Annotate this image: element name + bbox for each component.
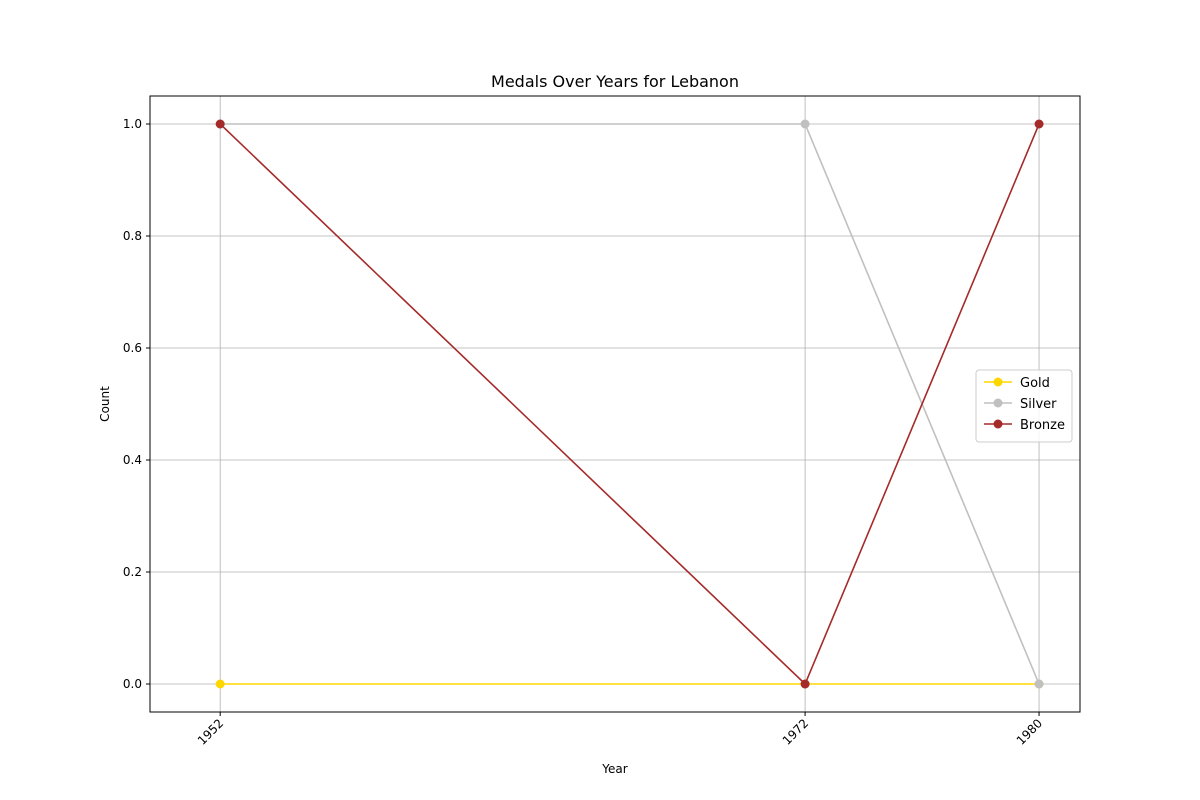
legend-label-bronze: Bronze — [1020, 418, 1065, 433]
chart-title: Medals Over Years for Lebanon — [491, 72, 739, 91]
data-point-bronze — [1034, 119, 1044, 129]
series-layer — [215, 119, 1044, 689]
data-point-bronze — [800, 679, 810, 689]
y-axis-title: Count — [98, 386, 112, 422]
data-point-silver — [800, 119, 810, 129]
legend-label-silver: Silver — [1020, 397, 1057, 412]
y-tick-label: 0.2 — [123, 565, 142, 579]
y-tick-label: 0.6 — [123, 341, 142, 355]
data-point-bronze — [215, 119, 225, 129]
legend-marker-gold — [993, 377, 1003, 387]
data-point-gold — [215, 679, 225, 689]
y-tick-label: 0.0 — [123, 677, 142, 691]
x-axis-title: Year — [601, 762, 627, 776]
data-point-silver — [1034, 679, 1044, 689]
y-tick-label: 1.0 — [123, 117, 142, 131]
y-tick-label: 0.4 — [123, 453, 142, 467]
legend-marker-bronze — [993, 419, 1003, 429]
plot-frame — [149, 95, 1081, 713]
y-tick-label: 0.8 — [123, 229, 142, 243]
legend-label-gold: Gold — [1020, 376, 1050, 391]
legend: Gold Silver Bronze — [975, 369, 1073, 443]
legend-marker-silver — [993, 398, 1003, 408]
